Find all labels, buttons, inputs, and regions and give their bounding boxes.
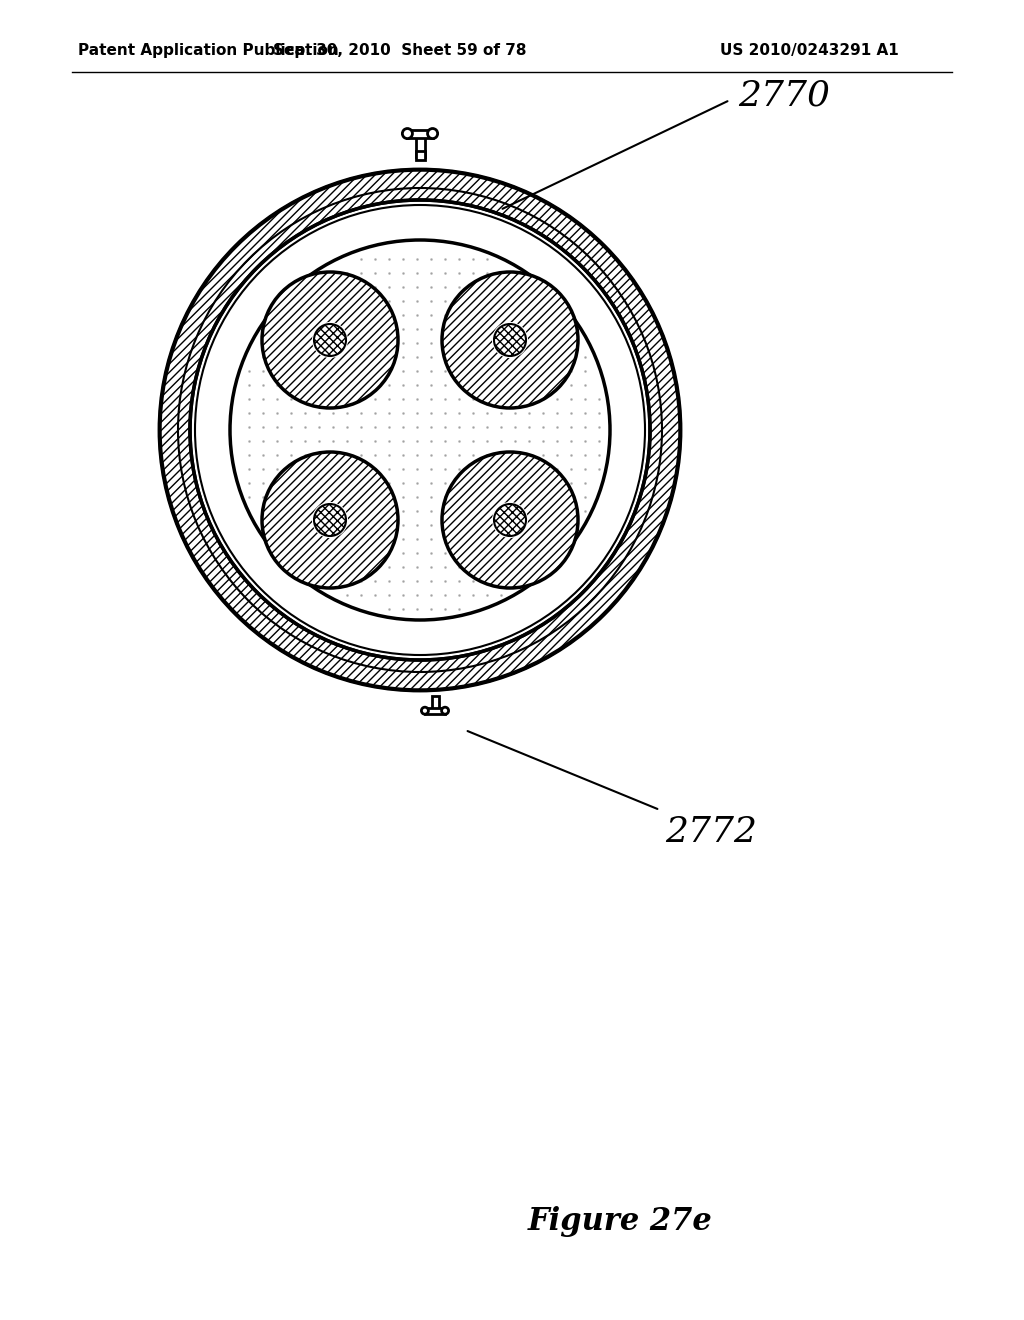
Text: Figure 27e: Figure 27e (527, 1206, 713, 1237)
Circle shape (492, 322, 528, 358)
Circle shape (494, 504, 526, 536)
Bar (408, 129, 432, 137)
Bar (425, 708, 444, 714)
Circle shape (262, 272, 398, 408)
Bar (431, 696, 438, 713)
Wedge shape (160, 170, 680, 690)
Text: 2770: 2770 (738, 78, 830, 112)
Circle shape (428, 128, 437, 139)
Circle shape (422, 708, 428, 714)
Circle shape (312, 502, 348, 539)
Text: US 2010/0243291 A1: US 2010/0243291 A1 (720, 44, 899, 58)
Circle shape (442, 451, 578, 587)
Circle shape (262, 451, 398, 587)
Circle shape (494, 323, 526, 356)
Circle shape (262, 272, 398, 408)
Circle shape (442, 451, 578, 587)
Circle shape (442, 272, 578, 408)
Circle shape (314, 504, 346, 536)
Bar (416, 135, 425, 157)
Circle shape (160, 170, 680, 690)
Circle shape (262, 451, 398, 587)
Circle shape (230, 240, 610, 620)
Text: Sep. 30, 2010  Sheet 59 of 78: Sep. 30, 2010 Sheet 59 of 78 (273, 44, 526, 58)
Circle shape (402, 128, 413, 139)
Text: 2772: 2772 (665, 814, 757, 849)
Bar (416, 152, 425, 160)
Circle shape (492, 502, 528, 539)
Circle shape (312, 322, 348, 358)
Circle shape (314, 323, 346, 356)
Text: Patent Application Publication: Patent Application Publication (78, 44, 339, 58)
Circle shape (442, 272, 578, 408)
Circle shape (441, 708, 449, 714)
